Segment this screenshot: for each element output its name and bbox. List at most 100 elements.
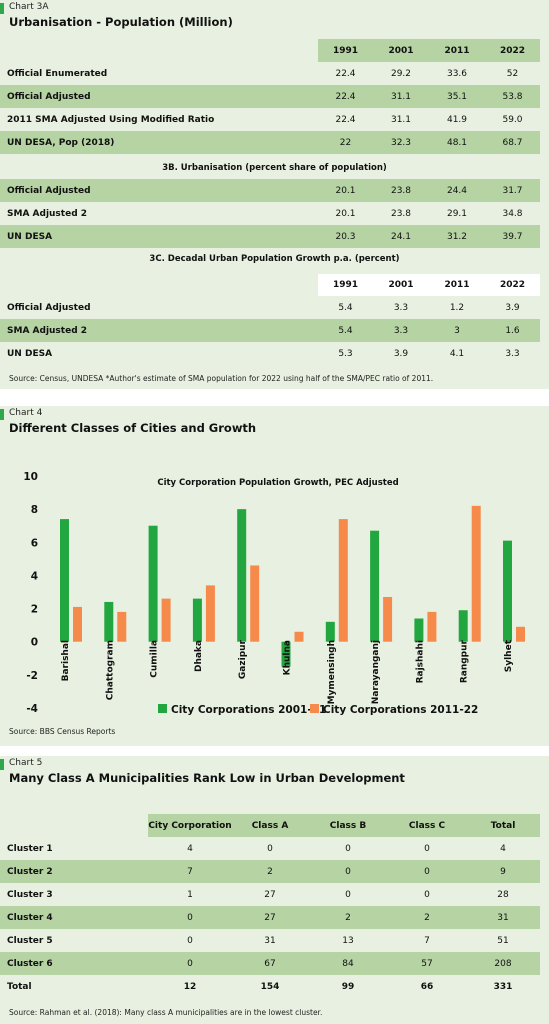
y-tick-label: -4 [26,703,38,715]
row-label: Cluster 2 [0,860,148,883]
cell: 0 [187,935,193,946]
cell: 29.2 [390,68,412,79]
cell: 5.3 [338,348,353,359]
column-header: Class A [232,814,308,837]
legend-swatch [158,704,167,713]
cell: 22.4 [335,114,356,125]
legend-label: City Corporations 2011-22 [323,704,478,716]
cell: 0 [345,889,351,900]
cell: 331 [493,981,513,992]
legend-swatch [310,704,319,713]
table-3b: Official Adjusted 20.1 23.8 24.4 31.7 SM… [0,179,540,248]
table-row: UN DESA 5.3 3.9 4.1 3.3 [0,342,540,365]
x-tick-label: Sylhet [504,639,514,672]
table-row: SMA Adjusted 2 20.1 23.8 29.1 34.8 [0,202,540,225]
year-header: 2001 [373,274,429,296]
cell: 27 [264,889,276,900]
bar [338,519,348,642]
x-tick-label: Barishal [61,640,71,681]
y-tick-label: 6 [31,537,38,549]
bar [192,598,202,642]
year-header: 2022 [485,274,540,296]
table-row: Official Enumerated 22.4 29.2 33.6 52 [0,62,540,85]
cell: 31.7 [485,179,540,202]
cell: 154 [260,981,280,992]
bar [370,530,380,642]
cell: 27 [232,906,308,929]
cell: 67 [232,952,308,975]
cell: 41.9 [446,114,468,125]
column-header: Total [466,814,540,837]
chart-subtitle: City Corporation Population Growth, PEC … [157,478,398,488]
table-3c-header: 1991 2001 2011 2022 [0,274,540,296]
cell: 4.1 [449,348,465,359]
cell: 31.2 [429,225,485,248]
bar [516,626,525,642]
table-row: UN DESA 20.3 24.1 31.2 39.7 [0,225,540,248]
cell: 59.0 [502,114,523,125]
cell: 3.9 [505,302,520,313]
bar [383,596,393,642]
bar [325,621,335,642]
bar [471,505,481,642]
cell: 68.7 [485,131,540,154]
cell: 32.3 [373,131,429,154]
y-tick-label: 4 [31,570,38,582]
table-row: Cluster 1 4 0 0 0 4 [0,837,540,860]
column-header: City Corporation [148,814,232,837]
cell: 2 [308,906,388,929]
cell: 84 [308,952,388,975]
bar [148,525,158,642]
chart-4-panel: Chart 4 Different Classes of Cities and … [0,406,549,746]
y-axis: -4 -2 0 2 4 6 8 10 [23,471,38,715]
cell: 20.1 [335,208,356,219]
cell: 3.3 [373,319,429,342]
table-row: Cluster 2 7 2 0 0 9 [0,860,540,883]
cell: 208 [466,952,540,975]
cell: 9 [466,860,540,883]
bar [294,631,304,642]
chart-4-source: Source: BBS Census Reports [9,727,116,736]
row-label: Official Enumerated [7,68,108,79]
cell: 24.4 [429,179,485,202]
table-5-header: City Corporation Class A Class B Class C… [0,814,540,837]
cell: 20.1 [318,179,373,202]
x-tick-label: Gazipur [238,639,248,679]
bar [503,540,512,642]
table-total-row: Total 12 154 99 66 331 [0,975,540,998]
cell: 4 [187,843,193,854]
chart-4-tag [0,409,4,420]
cell: 7 [148,860,232,883]
table-3c-title: 3C. Decadal Urban Population Growth p.a.… [149,254,400,264]
cell: 29.1 [446,208,468,219]
chart-4-title: Different Classes of Cities and Growth [9,421,257,435]
cell: 34.8 [502,208,523,219]
table-row: Official Adjusted 5.4 3.3 1.2 3.9 [0,296,540,319]
cell: 3.3 [393,302,409,313]
chart-3-source: Source: Census, UNDESA *Author's estimat… [9,374,434,383]
bar [73,606,82,642]
row-label: Cluster 6 [0,952,148,975]
chart-3-tag [0,3,4,14]
cell: 99 [341,981,355,992]
cell: 53.8 [485,85,540,108]
cell: 48.1 [429,131,485,154]
chart-5-label: Chart 5 [9,758,43,768]
row-label: UN DESA [7,348,53,359]
x-tick-label: Narayanganj [371,640,381,704]
chart-3-panel: Chart 3A Urbanisation - Population (Mill… [0,0,549,389]
x-tick-label: Cumilla [150,640,160,678]
table-row: Cluster 3 1 27 0 0 28 [0,883,540,906]
cell: 33.6 [446,68,468,79]
chart-3-title: Urbanisation - Population (Million) [9,15,233,29]
cell: 39.7 [485,225,540,248]
cell: 3 [429,319,485,342]
cell: 3.9 [393,348,409,359]
cell: 4 [500,843,506,854]
cell: 22.4 [335,68,356,79]
table-row: 2011 SMA Adjusted Using Modified Ratio 2… [0,108,540,131]
bar [117,611,127,642]
cell: 0 [148,906,232,929]
row-label: Official Adjusted [7,302,91,313]
